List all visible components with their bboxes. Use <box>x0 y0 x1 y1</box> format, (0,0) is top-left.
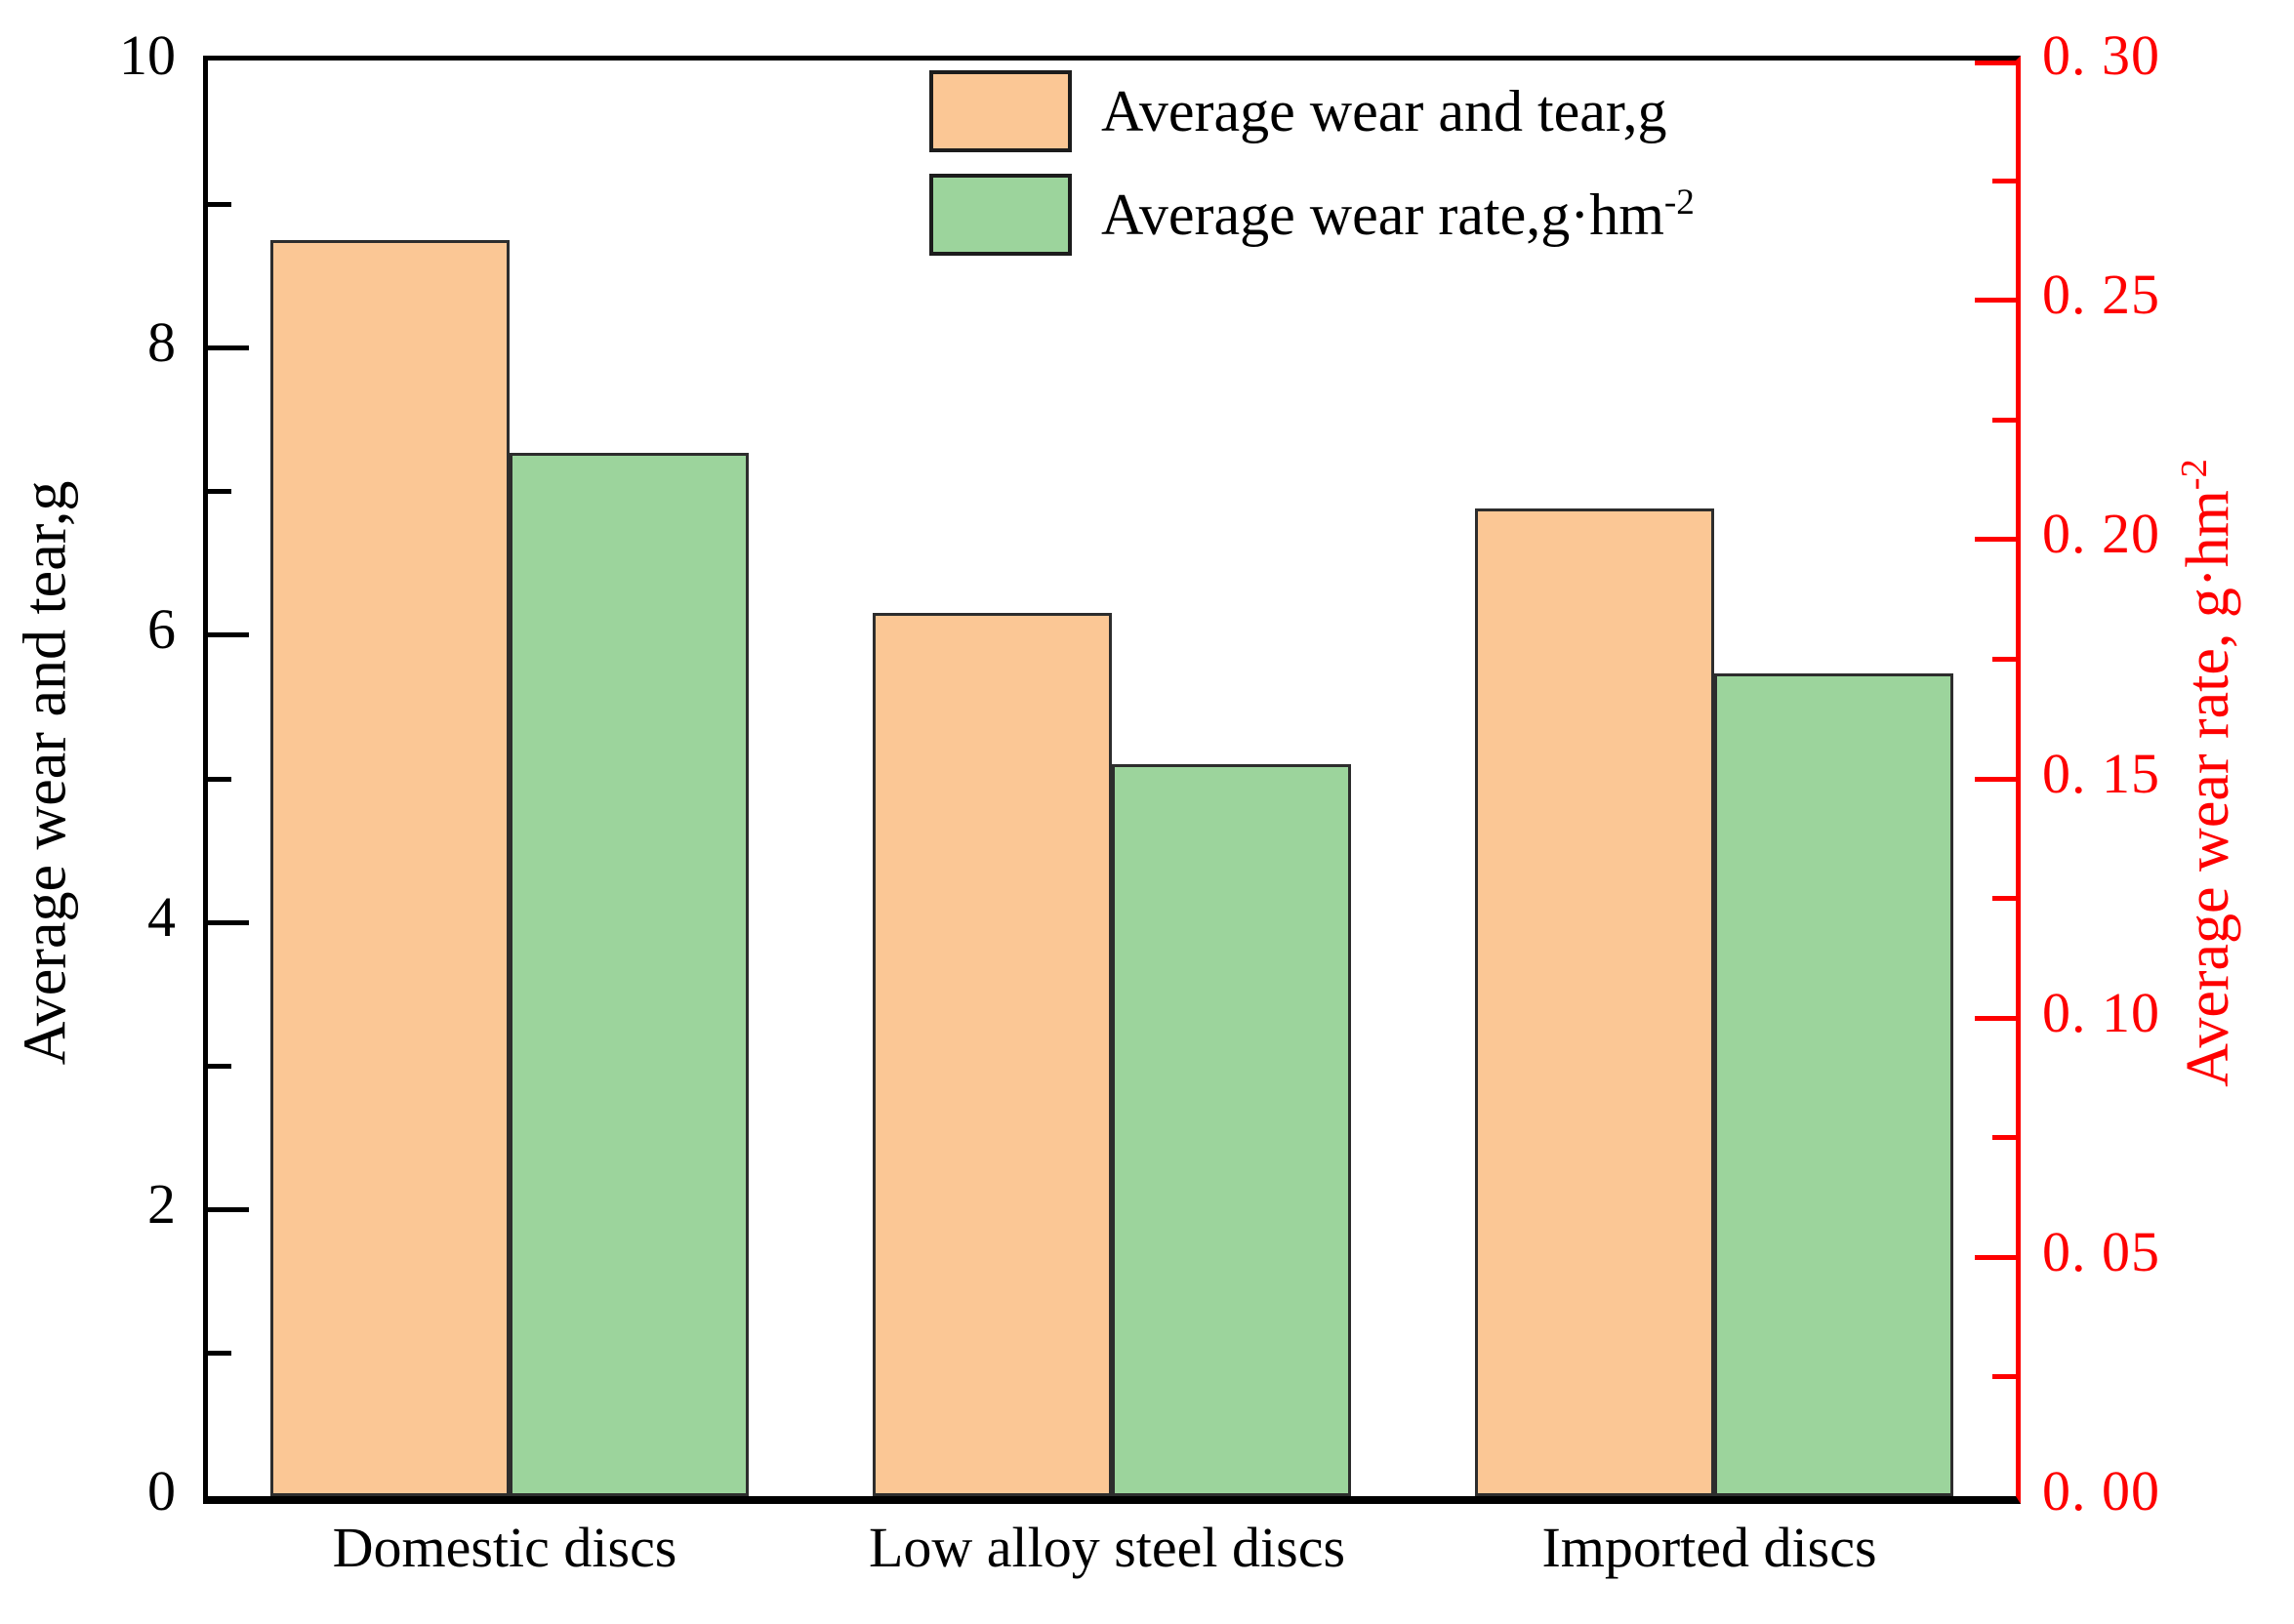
right-axis-tick-label: 0. 00 <box>2042 1459 2160 1522</box>
right-axis-major-tick <box>1975 777 2016 782</box>
category-label-0: Domestic discs <box>332 1516 677 1579</box>
legend-row-rate: Average wear rate,g·hm-2 <box>929 174 1695 256</box>
right-axis-minor-tick <box>1992 179 2016 183</box>
plot-area <box>203 56 2021 1504</box>
right-axis-major-tick <box>1975 61 2016 65</box>
left-axis-tick-label: 10 <box>119 23 176 87</box>
legend-label-rate-text: Average wear rate,g·hm <box>1101 182 1664 247</box>
left-axis-minor-tick <box>208 1351 231 1356</box>
bar-wear-0 <box>270 240 510 1496</box>
right-axis-tick-label: 0. 20 <box>2042 502 2160 565</box>
legend-label-wear-text: Average wear and tear,g <box>1101 78 1667 143</box>
legend: Average wear and tear,g Average wear rat… <box>929 70 1695 256</box>
right-axis-minor-tick <box>1992 657 2016 662</box>
left-axis-tick-label: 4 <box>147 885 176 949</box>
right-axis-tick-label: 0. 25 <box>2042 263 2160 326</box>
right-axis-tick-label: 0. 05 <box>2042 1220 2160 1283</box>
left-axis-major-tick <box>208 345 249 350</box>
right-axis-tick-label: 0. 10 <box>2042 981 2160 1044</box>
right-axis-minor-tick <box>1992 1374 2016 1379</box>
left-axis-major-tick <box>208 632 249 637</box>
right-axis-tick-label: 0. 15 <box>2042 742 2160 805</box>
legend-swatch-rate <box>929 174 1072 256</box>
left-axis-minor-tick <box>208 202 231 207</box>
left-axis-minor-tick <box>208 489 231 494</box>
left-axis-title-text: Average wear and tear,g <box>12 480 79 1066</box>
left-axis-tick-label: 8 <box>147 310 176 374</box>
right-axis-tick-label: 0. 30 <box>2042 23 2160 87</box>
category-label-2: Imported discs <box>1541 1516 1877 1579</box>
legend-label-wear: Average wear and tear,g <box>1101 78 1666 145</box>
left-axis-tick-label: 6 <box>147 597 176 661</box>
right-axis-major-tick <box>1975 537 2016 542</box>
bar-wear-2 <box>1475 508 1714 1496</box>
legend-label-rate-superscript: -2 <box>1663 182 1695 223</box>
right-axis-minor-tick <box>1992 1135 2016 1140</box>
left-axis-minor-tick <box>208 777 231 782</box>
legend-row-wear: Average wear and tear,g <box>929 70 1695 152</box>
left-axis-title: Average wear and tear,g <box>12 481 81 1066</box>
left-axis-major-tick <box>208 920 249 925</box>
legend-label-rate: Average wear rate,g·hm-2 <box>1101 182 1695 249</box>
left-axis-minor-tick <box>208 1064 231 1069</box>
bar-rate-2 <box>1714 673 1953 1496</box>
right-axis-title-superscript: -2 <box>2174 459 2216 491</box>
right-axis-minor-tick <box>1992 896 2016 901</box>
bar-rate-0 <box>510 453 749 1496</box>
left-axis-tick-label: 2 <box>147 1172 176 1236</box>
legend-swatch-wear <box>929 70 1072 152</box>
right-axis-minor-tick <box>1992 418 2016 423</box>
bar-wear-1 <box>873 613 1112 1496</box>
bar-rate-1 <box>1112 764 1351 1496</box>
right-axis-major-tick <box>1975 1255 2016 1260</box>
right-axis-major-tick <box>1975 1016 2016 1021</box>
right-axis-major-tick <box>1975 298 2016 303</box>
category-label-1: Low alloy steel discs <box>868 1516 1346 1579</box>
left-axis-tick-label: 0 <box>147 1459 176 1522</box>
left-axis-major-tick <box>208 1207 249 1212</box>
